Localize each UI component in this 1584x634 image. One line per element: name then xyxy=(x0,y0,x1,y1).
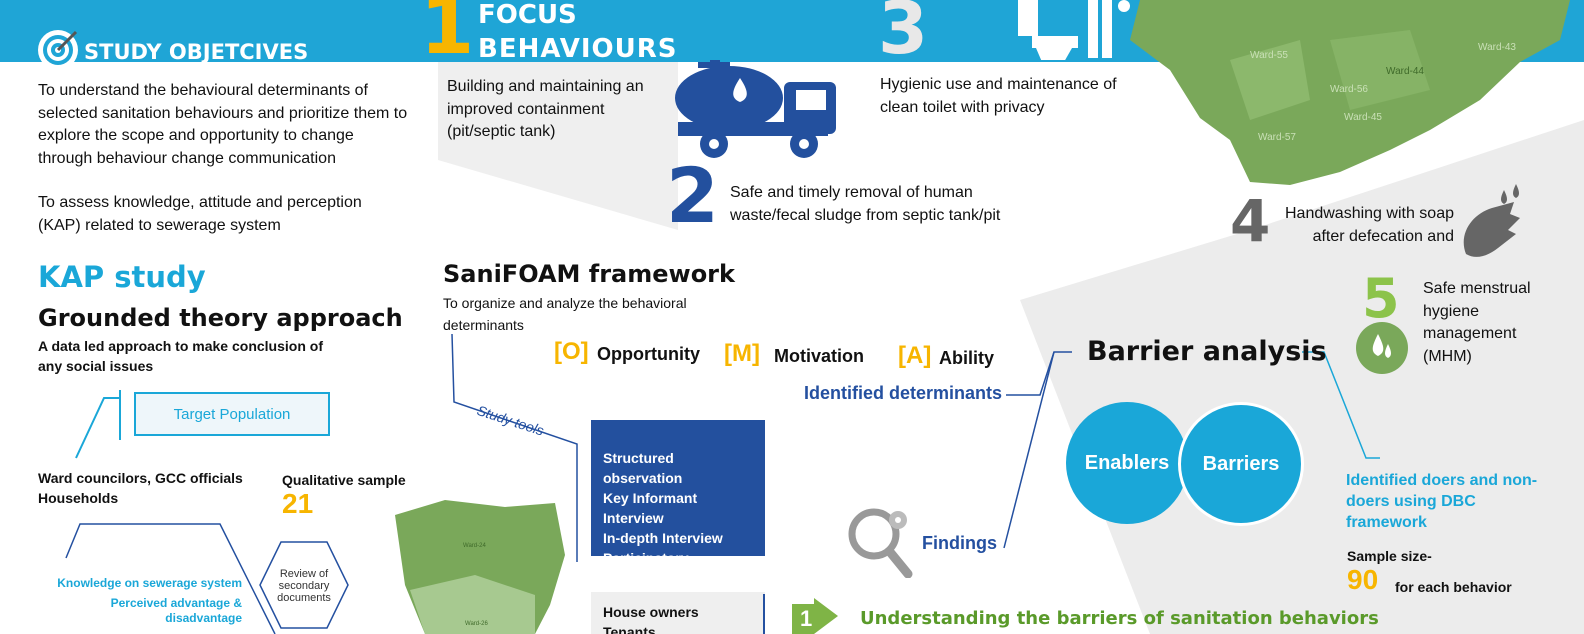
ward-label-1: Ward-55 xyxy=(1250,50,1288,61)
barriers-circle: Barriers xyxy=(1178,402,1304,526)
focus-title-1: FOCUS xyxy=(478,0,577,30)
ward-map: Ward-55 Ward-56 Ward-57 Ward-44 Ward-45 … xyxy=(1130,0,1570,185)
findings-label: Findings xyxy=(922,533,997,553)
handwashing-icon xyxy=(1463,184,1520,257)
enablers-circle: Enablers xyxy=(1066,402,1188,524)
barrier-sample-suffix: for each behavior xyxy=(1395,579,1512,595)
ability-label: Ability xyxy=(939,348,995,368)
focus-panel-shape xyxy=(438,62,678,230)
septic-truck-icon xyxy=(675,60,836,158)
doers-text: Identified doers and non-doers using DBC… xyxy=(1346,472,1538,531)
barrier-sample-value: 90 xyxy=(1347,564,1379,595)
participants-divider xyxy=(763,594,765,634)
tool-item-4: Participatory workshop xyxy=(603,550,689,586)
connector-lines xyxy=(75,390,121,459)
opportunity-label: Opportunity xyxy=(597,344,700,364)
sanifoam-title: SaniFOAM framework xyxy=(443,260,735,288)
tool-item-2: Key Informant Interview xyxy=(603,490,698,526)
ward-label-4: Ward-44 xyxy=(1386,66,1424,77)
kap-description: A data led approach to make conclusion o… xyxy=(38,338,323,374)
tool-item-1: Structured observation xyxy=(603,450,683,486)
objective-2: To assess knowledge, attitude and percep… xyxy=(38,194,362,234)
review-hexagon: Review of secondary documents xyxy=(258,540,350,630)
behaviour-1-text: Building and maintaining an improved con… xyxy=(447,78,644,140)
participant-1: House owners xyxy=(603,604,699,620)
ward-label-6: Ward-43 xyxy=(1478,42,1516,53)
behaviour-4-text: Handwashing with soap after defecation a… xyxy=(1285,205,1454,245)
population-text: Ward councilors, GCC officials Household… xyxy=(38,470,243,506)
study-tools-lines xyxy=(451,333,578,562)
sanifoam-description: To organize and analyze the behavioral d… xyxy=(443,295,687,333)
behaviour-2-text: Safe and timely removal of human waste/f… xyxy=(730,184,1001,224)
identified-determinants: Identified determinants xyxy=(804,383,1003,403)
study-tools-box: Structured observation Key Informant Int… xyxy=(591,420,765,586)
droplet-icon xyxy=(1356,322,1408,374)
ward-label-2: Ward-56 xyxy=(1330,84,1368,95)
understanding-text: Understanding the barriers of sanitation… xyxy=(860,608,1379,629)
objective-1: To understand the behavioural determinan… xyxy=(38,82,408,167)
review-text: Review of secondary documents xyxy=(277,568,331,604)
barrier-title: Barrier analysis xyxy=(1087,336,1327,367)
behaviour-4-number: 4 xyxy=(1230,187,1271,255)
small-ward-label-2: Ward-26 xyxy=(465,621,488,627)
kap-title: KAP study xyxy=(38,260,206,294)
opportunity-key: [O] xyxy=(554,338,589,365)
topic-perceived: Perceived advantage & disadvantage xyxy=(110,596,242,625)
behaviour-3-number: 3 xyxy=(878,0,929,70)
behaviour-2-number: 2 xyxy=(666,151,719,240)
findings-magnifier-icon xyxy=(848,508,913,578)
ward-label-3: Ward-57 xyxy=(1258,132,1296,143)
focus-title-2: BEHAVIOURS xyxy=(478,34,678,64)
barrier-sample-label: Sample size- xyxy=(1347,548,1432,564)
ward-label-5: Ward-45 xyxy=(1344,112,1382,123)
small-ward-label-1: Ward-24 xyxy=(463,543,486,549)
understanding-number: 1 xyxy=(800,606,813,631)
arrow-one-icon: 1 xyxy=(786,598,842,634)
focus-number: 1 xyxy=(420,0,475,72)
sample-value: 21 xyxy=(282,488,314,519)
participants-box: House owners Tenants xyxy=(591,592,765,634)
ability-key: [A] xyxy=(898,342,932,369)
small-ward-map: Ward-24 Ward-26 xyxy=(395,500,565,634)
behaviour-3-text: Hygienic use and maintenance of clean to… xyxy=(880,76,1117,116)
target-icon xyxy=(36,28,80,72)
motivation-key: [M] xyxy=(724,340,760,367)
behaviour-5-number: 5 xyxy=(1362,267,1400,330)
tool-item-3: In-depth Interview xyxy=(603,530,723,546)
participant-2: Tenants xyxy=(603,624,656,634)
objectives-title: STUDY OBJETCIVES xyxy=(84,40,309,64)
barrier-lines xyxy=(1003,351,1380,549)
kap-subtitle: Grounded theory approach xyxy=(38,304,403,332)
topic-knowledge: Knowledge on sewerage system xyxy=(57,576,242,590)
sample-label: Qualitative sample xyxy=(282,472,406,488)
toilet-icon xyxy=(1018,0,1130,60)
behaviour-5-text: Safe menstrual hygiene management (MHM) xyxy=(1423,280,1531,365)
motivation-label: Motivation xyxy=(774,346,864,366)
bracket-lines xyxy=(65,523,276,634)
target-population-box: Target Population xyxy=(134,392,330,436)
